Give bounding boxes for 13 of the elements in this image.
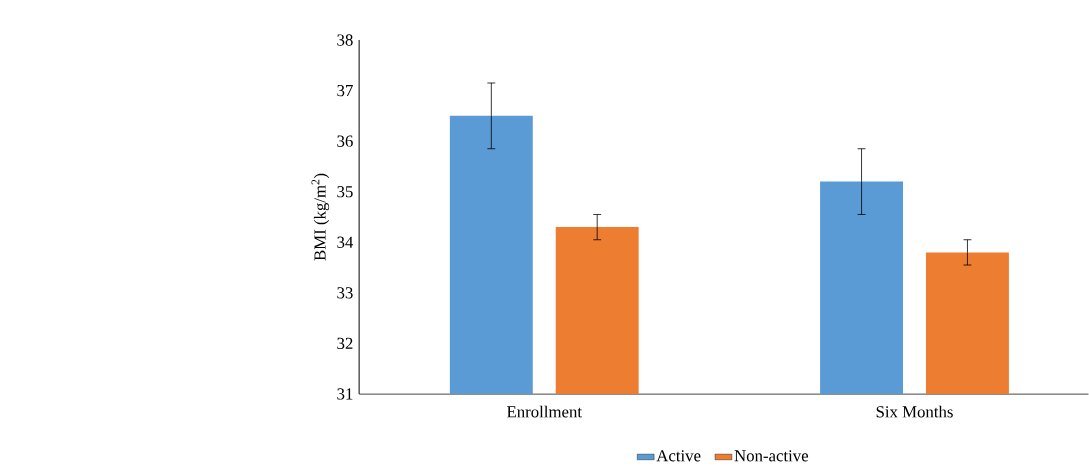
y-tick-label: 36 bbox=[337, 135, 353, 147]
y-tick-label: 38 bbox=[337, 34, 353, 46]
y-tick-label: 33 bbox=[337, 287, 353, 299]
legend-label: Non-active bbox=[734, 450, 809, 462]
y-tick-label: 31 bbox=[337, 388, 353, 400]
y-tick-label: 32 bbox=[337, 337, 353, 350]
y-tick-label: 37 bbox=[337, 85, 353, 97]
x-tick-label: Six Months bbox=[876, 405, 953, 418]
y-tick-label: 35 bbox=[337, 186, 353, 198]
x-tick-label: Enrollment bbox=[506, 405, 582, 418]
legend-label: Active bbox=[656, 450, 701, 462]
y-tick-label: 34 bbox=[337, 236, 354, 249]
y-axis-title: BMI (kg/m$^{2}$) bbox=[311, 173, 330, 261]
